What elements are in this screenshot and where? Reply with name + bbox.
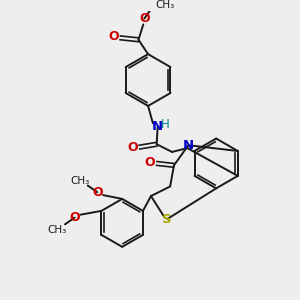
Text: S: S [162, 212, 172, 226]
Text: O: O [108, 30, 119, 44]
Text: H: H [161, 118, 170, 130]
Text: CH₃: CH₃ [70, 176, 90, 186]
Text: CH₃: CH₃ [48, 225, 67, 235]
Text: O: O [128, 141, 138, 154]
Text: O: O [92, 186, 103, 199]
Text: CH₃: CH₃ [156, 0, 175, 10]
Text: N: N [183, 139, 194, 152]
Text: O: O [69, 211, 80, 224]
Text: N: N [152, 119, 163, 133]
Text: O: O [145, 156, 155, 169]
Text: O: O [139, 12, 150, 25]
